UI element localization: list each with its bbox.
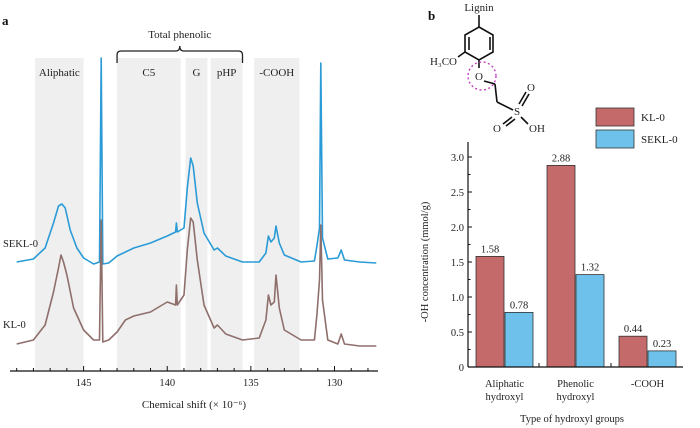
x-axis: 145 140 135 130 (10, 366, 378, 389)
bar-kl-0 (546, 164, 576, 368)
oxo-bottom-label: O (493, 123, 501, 135)
region-g (185, 58, 208, 370)
y-tick-label: 2.5 (451, 188, 464, 199)
y-tick-label: 0 (459, 363, 464, 374)
x-tick-label: hydroxyl (486, 392, 524, 403)
spectra: SEKL-0 KL-0 (3, 57, 377, 347)
region-label: Aliphatic (39, 67, 80, 79)
y-axis-label: -OH concentration (mmol/g) (420, 201, 431, 322)
bar-kl-0 (618, 335, 648, 368)
data-label: 0.78 (510, 300, 528, 311)
oxo-top-label: O (527, 82, 535, 94)
x-tick-label: 140 (159, 378, 175, 389)
s-oxo-bottom-bond (505, 118, 516, 127)
panel-label-b: b (428, 8, 435, 23)
chemical-structure (457, 15, 530, 127)
bracket-path (116, 45, 244, 63)
x-tick-label: hydroxyl (557, 392, 595, 403)
bar-sekl-0 (575, 274, 605, 368)
y-tick-label: 3.0 (451, 153, 464, 164)
region-label: C5 (142, 67, 155, 79)
series-label-kl-0: KL-0 (3, 320, 26, 331)
data-label: 2.88 (552, 153, 570, 164)
ch2-s-bond (494, 83, 498, 103)
data-label: 1.32 (581, 263, 599, 274)
y-tick-label: 2.0 (451, 223, 464, 234)
ether-oxygen-label: O (475, 71, 483, 83)
x-tick-label: 130 (327, 378, 343, 389)
bar-sekl-0 (647, 350, 677, 368)
x-tick-label: 135 (243, 378, 259, 389)
region-label: -COOH (259, 67, 294, 79)
bracket-label: Total phenolic (148, 29, 211, 41)
axes: 0 0.5 1.0 1.5 2.0 2.5 3.0 (451, 142, 683, 374)
y-tick-label: 1.0 (451, 293, 464, 304)
methoxy-label: H₃CO (430, 56, 457, 68)
legend-label-kl-0: KL-0 (641, 112, 665, 124)
series-label-sekl-0: SEKL-0 (3, 239, 38, 250)
region-label: pHP (217, 67, 237, 79)
y-tick-label: 1.5 (451, 258, 464, 269)
legend: KL-0 SEKL-0 (595, 107, 678, 149)
data-label: 0.44 (624, 324, 643, 335)
y-tick-label: 0.5 (451, 328, 464, 339)
data-label: 0.23 (653, 339, 671, 350)
hydroxyl-label: OH (529, 123, 545, 135)
bar-sekl-0 (504, 311, 534, 368)
lignin-label: Lignin (464, 2, 494, 14)
region-cooh (254, 58, 300, 370)
spectrum-sekl-0 (16, 57, 377, 265)
region-php (210, 58, 243, 370)
highlight-circle (467, 61, 497, 91)
ch2-bond (483, 80, 496, 85)
data-label: 1.58 (481, 244, 499, 255)
x-axis-label: Chemical shift (× 10⁻⁶) (142, 399, 246, 411)
hydroxyl-bar-chart: b Lignin H₃CO O S O O OH KL-0 SEKL-0 1.58… (420, 2, 683, 425)
legend-swatch-kl-0 (595, 107, 635, 127)
x-tick-label: Phenolic (557, 379, 594, 390)
x-tick-label: -COOH (631, 379, 665, 390)
bars: 1.58 0.78 Aliphatic hydroxyl 2.88 1.32 Phenoli… (475, 153, 677, 403)
sulfur-label: S (514, 106, 520, 118)
s-bond (496, 101, 514, 111)
spectrum-kl-0 (16, 217, 377, 347)
s-oxo-top-bond (521, 93, 530, 107)
s-oxo-bottom-bond (502, 116, 513, 125)
region-aliphatic (35, 58, 84, 370)
total-phenolic-bracket: Total phenolic (116, 29, 244, 63)
s-oh-bond (520, 116, 529, 125)
panel-label-a: a (2, 13, 9, 28)
x-tick-label: Aliphatic (485, 379, 524, 390)
x-axis-label: Type of hydroxyl groups (520, 414, 624, 425)
region-label: G (193, 67, 201, 79)
bar-kl-0 (475, 255, 505, 368)
region-c5 (117, 58, 181, 370)
methoxy-bond (457, 51, 466, 58)
legend-swatch-sekl-0 (595, 129, 635, 149)
s-oxo-top-bond (518, 91, 527, 105)
legend-label-sekl-0: SEKL-0 (641, 134, 678, 146)
x-tick-label: 145 (76, 378, 92, 389)
